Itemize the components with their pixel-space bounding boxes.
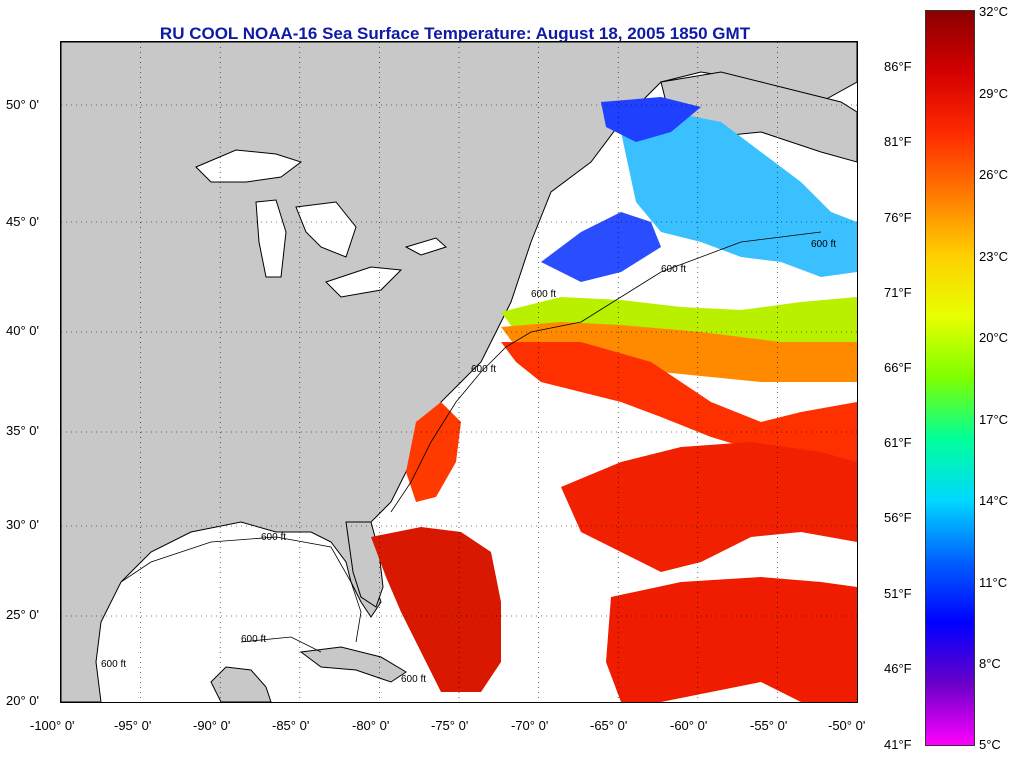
x-tick-label: -55° 0' xyxy=(750,718,788,733)
isobath-gulf-of-mexico xyxy=(120,536,362,643)
isobath-label: 600 ft xyxy=(471,364,496,375)
y-tick-label: 35° 0' xyxy=(6,423,39,438)
sst-southeast-shelf xyxy=(406,402,461,502)
map-title: RU COOL NOAA-16 Sea Surface Temperature:… xyxy=(159,24,751,43)
x-tick-label: -85° 0' xyxy=(272,718,310,733)
x-tick-label: -70° 0' xyxy=(511,718,549,733)
colorbar-fahrenheit-label: 41°F xyxy=(884,737,912,752)
great-lakes xyxy=(195,149,447,298)
lake-erie xyxy=(325,266,403,298)
colorbar-celsius-label: 11°C xyxy=(979,575,1008,590)
colorbar-fahrenheit-label: 86°F xyxy=(884,59,912,74)
cuba-land xyxy=(299,646,407,683)
lake-huron xyxy=(295,201,357,258)
sst-shelf-transition xyxy=(501,297,857,347)
isobath-label: 600 ft xyxy=(401,674,426,685)
y-tick-label: 45° 0' xyxy=(6,214,39,229)
colorbar-celsius-label: 17°C xyxy=(979,412,1009,427)
y-tick-label: 30° 0' xyxy=(6,517,39,532)
lake-ontario xyxy=(404,237,447,256)
colorbar-fahrenheit-label: 46°F xyxy=(884,661,912,676)
x-tick-label: -100° 0' xyxy=(30,718,75,733)
colorbar-fahrenheit-label: 61°F xyxy=(884,435,912,450)
isobath-label: 600 ft xyxy=(241,634,266,645)
lake-superior xyxy=(195,149,303,183)
colorbar-fahrenheit-label: 66°F xyxy=(884,360,912,375)
colorbar-fahrenheit-label: 81°F xyxy=(884,134,912,149)
yucatan-land xyxy=(210,666,272,702)
sst-scotian-shelf xyxy=(621,112,857,277)
colorbar-fahrenheit-label: 71°F xyxy=(884,285,912,300)
colorbar-celsius-label: 14°C xyxy=(979,493,1009,508)
sst-south-sargasso xyxy=(606,577,857,702)
sst-map-svg: 600 ft 600 ft 600 ft 600 ft 600 ft 600 f… xyxy=(61,42,857,702)
sst-bahamas xyxy=(371,527,501,692)
colorbar-celsius-label: 5°C xyxy=(979,737,1001,752)
x-tick-label: -80° 0' xyxy=(352,718,390,733)
colorbar-fahrenheit-label: 76°F xyxy=(884,210,912,225)
isobath-contours xyxy=(120,231,822,653)
sst-sargasso-central xyxy=(561,442,857,572)
y-tick-label: 50° 0' xyxy=(6,97,39,112)
colorbar-celsius-label: 29°C xyxy=(979,86,1009,101)
isobath-label: 600 ft xyxy=(101,659,126,670)
colorbar-celsius-label: 32°C xyxy=(979,4,1009,19)
graticule xyxy=(61,42,857,702)
y-tick-label: 20° 0' xyxy=(6,693,39,708)
colorbar-celsius-label: 8°C xyxy=(979,656,1001,671)
isobath-cuba xyxy=(240,636,322,653)
x-tick-label: -90° 0' xyxy=(193,718,231,733)
isobath-label: 600 ft xyxy=(811,239,836,250)
isobath-east-coast xyxy=(390,231,822,513)
x-tick-label: -95° 0' xyxy=(114,718,152,733)
x-tick-label: -50° 0' xyxy=(828,718,866,733)
colorbar-fahrenheit-label: 51°F xyxy=(884,586,912,601)
colorbar-fahrenheit-label: 56°F xyxy=(884,510,912,525)
colorbar-celsius-label: 20°C xyxy=(979,330,1009,345)
x-tick-label: -65° 0' xyxy=(590,718,628,733)
colorbar-celsius-label: 26°C xyxy=(979,167,1009,182)
temperature-colorbar xyxy=(925,10,975,746)
x-tick-label: -75° 0' xyxy=(431,718,469,733)
isobath-label: 600 ft xyxy=(261,532,286,543)
sst-gulfstream-north xyxy=(501,342,857,472)
y-tick-label: 25° 0' xyxy=(6,607,39,622)
sst-gulf-of-maine-cold xyxy=(541,212,661,282)
isobath-label: 600 ft xyxy=(661,264,686,275)
isobath-label: 600 ft xyxy=(531,289,556,300)
florida-land xyxy=(345,521,384,608)
sst-map[interactable]: 600 ft 600 ft 600 ft 600 ft 600 ft 600 f… xyxy=(60,41,858,703)
y-tick-label: 40° 0' xyxy=(6,323,39,338)
colorbar-celsius-label: 23°C xyxy=(979,249,1009,264)
isobath-labels: 600 ft 600 ft 600 ft 600 ft 600 ft 600 f… xyxy=(101,239,836,685)
sst-shelf-orange xyxy=(501,322,857,382)
sst-gulf-st-lawrence xyxy=(601,97,701,142)
lake-michigan xyxy=(255,199,287,278)
x-tick-label: -60° 0' xyxy=(670,718,708,733)
sst-data-layer xyxy=(371,97,857,702)
